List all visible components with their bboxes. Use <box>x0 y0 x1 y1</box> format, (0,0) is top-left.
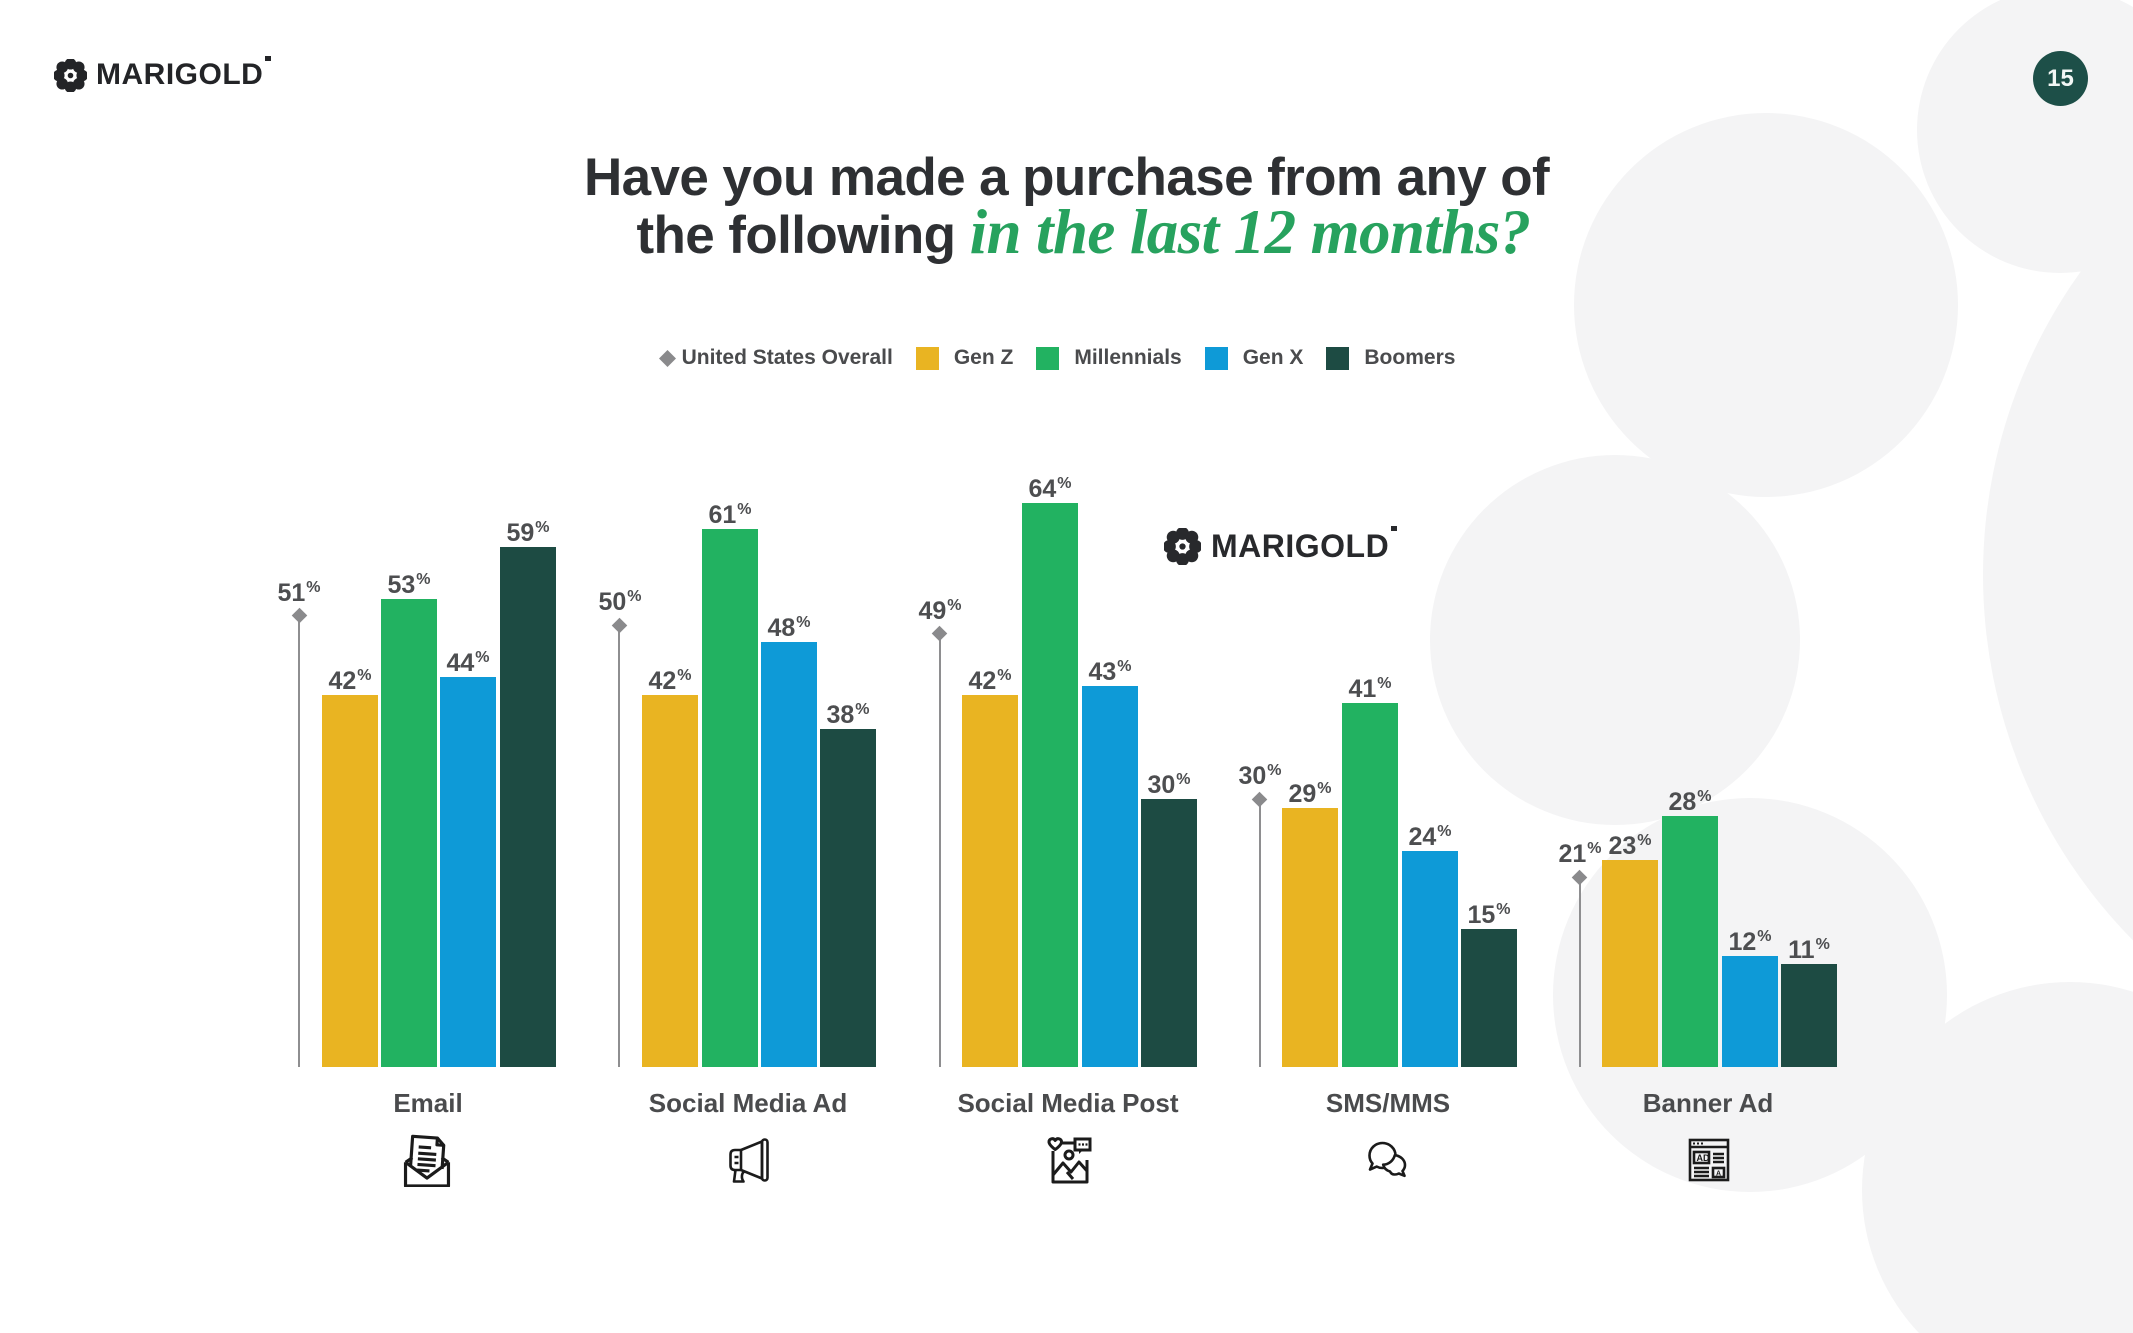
svg-text:A: A <box>1716 1171 1721 1178</box>
svg-text:AD: AD <box>1697 1153 1710 1163</box>
